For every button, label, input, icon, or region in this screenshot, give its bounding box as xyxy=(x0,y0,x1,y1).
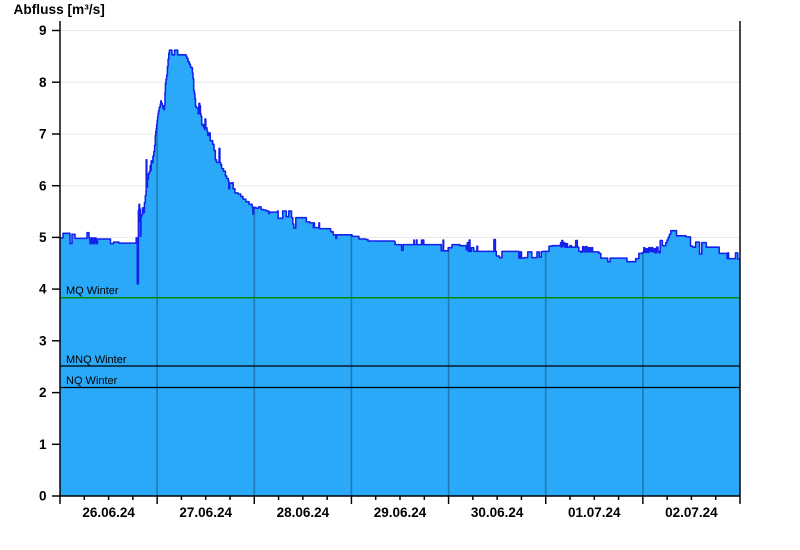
svg-text:5: 5 xyxy=(39,230,47,245)
svg-text:7: 7 xyxy=(39,127,47,142)
svg-text:3: 3 xyxy=(39,333,47,348)
svg-text:MNQ Winter: MNQ Winter xyxy=(66,354,127,366)
svg-text:6: 6 xyxy=(39,178,47,193)
svg-text:27.06.24: 27.06.24 xyxy=(179,505,232,520)
svg-text:Abfluss [m³/s]: Abfluss [m³/s] xyxy=(14,2,105,17)
svg-text:NQ Winter: NQ Winter xyxy=(66,375,118,387)
svg-text:26.06.24: 26.06.24 xyxy=(82,505,135,520)
svg-text:02.07.24: 02.07.24 xyxy=(665,505,718,520)
svg-text:0: 0 xyxy=(39,489,47,504)
svg-text:MQ Winter: MQ Winter xyxy=(66,285,119,297)
svg-text:2: 2 xyxy=(39,385,47,400)
svg-text:1: 1 xyxy=(39,437,47,452)
svg-text:30.06.24: 30.06.24 xyxy=(471,505,524,520)
svg-text:9: 9 xyxy=(39,23,47,38)
svg-text:28.06.24: 28.06.24 xyxy=(277,505,330,520)
svg-text:29.06.24: 29.06.24 xyxy=(374,505,427,520)
svg-text:4: 4 xyxy=(39,282,47,297)
svg-text:01.07.24: 01.07.24 xyxy=(568,505,621,520)
svg-text:8: 8 xyxy=(39,75,47,90)
